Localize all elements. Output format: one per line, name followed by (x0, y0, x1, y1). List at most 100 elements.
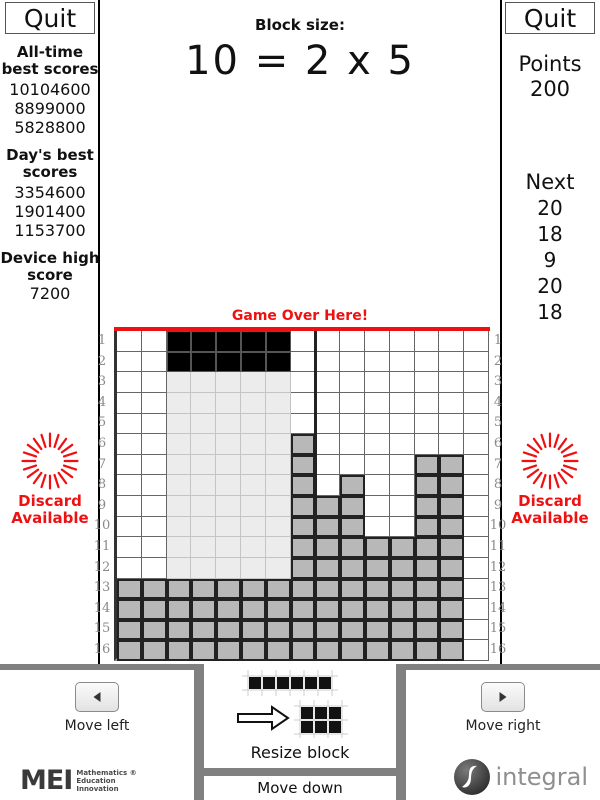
grid-cell-shadow (216, 392, 241, 414)
grid-cell-filled (166, 619, 192, 641)
move-left-label: Move left (64, 718, 130, 734)
resize-block-panel[interactable]: Resize block (204, 664, 396, 768)
integral-logo: integral (451, 756, 588, 798)
score-value: 10104600 (9, 80, 91, 99)
row-number: 6 (97, 435, 107, 451)
grid-cell-filled (414, 496, 440, 517)
discard-available-right[interactable]: Discard Available (500, 430, 600, 527)
grid-cell-active-block (265, 351, 291, 373)
grid-cell-filled (340, 516, 365, 538)
grid-cell-filled (265, 619, 291, 641)
next-block-value: 20 (537, 196, 563, 220)
row-number: 3 (97, 374, 107, 390)
quit-button-left[interactable]: Quit (5, 2, 95, 34)
move-left-button[interactable] (75, 682, 119, 712)
game-board-area: 1 2 3 4 5 6 7 8 9 10 11 12 13 14 15 16 1 2 3 4 5 6 7 8 9 10 11 12 1… (92, 331, 508, 661)
grid-cell-empty (340, 392, 365, 414)
grid-cell-empty (389, 331, 415, 352)
grid-cell-shadow (216, 557, 241, 579)
grid-cell-active-block (241, 351, 266, 373)
grid-cell-empty (365, 413, 390, 435)
mei-tagline: Mathematics ® Education Innovation (76, 769, 136, 793)
grid-cell-empty (464, 516, 489, 538)
grid-cell-shadow (216, 454, 241, 476)
grid-cell-filled (117, 578, 142, 600)
grid-cell-shadow (241, 557, 266, 579)
grid-cell-empty (141, 392, 167, 414)
grid-cell-empty (464, 640, 489, 661)
grid-cell-empty (389, 372, 415, 393)
move-right-label: Move right (465, 718, 541, 734)
grid-cell-filled (389, 537, 415, 558)
game-over-warning: Game Over Here! (231, 308, 369, 324)
grid-cell-empty (389, 351, 415, 373)
row-number: 1 (493, 333, 503, 348)
grid-cell-filled (290, 557, 316, 579)
grid-cell-filled (241, 599, 266, 620)
row-number: 10 (93, 518, 111, 534)
grid-cell-filled (216, 640, 241, 661)
grid-cell-empty (340, 351, 365, 373)
row-number: 11 (93, 538, 111, 554)
grid-cell-empty (315, 372, 341, 393)
grid-cell-empty (315, 331, 341, 352)
grid-cell-filled (389, 619, 415, 641)
grid-cell-empty (117, 434, 142, 455)
grid-cell-filled (290, 537, 316, 558)
move-down-button[interactable]: Move down (204, 776, 396, 800)
left-sidebar: Quit All-time best scores 10104600 88990… (0, 0, 100, 664)
discard-available-label: Discard Available (511, 492, 589, 527)
grid-cell-empty (117, 331, 142, 352)
grid-cell-filled (290, 599, 316, 620)
grid-cell-empty (340, 331, 365, 352)
grid-cell-shadow (241, 537, 266, 558)
next-label: Next (525, 170, 575, 194)
score-value: 1153700 (14, 221, 86, 240)
grid-cell-filled (340, 475, 365, 496)
row-number: 7 (493, 456, 503, 472)
row-number: 5 (97, 415, 107, 431)
device-high-score-label: Device high score (0, 249, 100, 284)
row-number: 13 (489, 580, 507, 596)
row-number: 15 (93, 621, 111, 637)
grid-cell-filled (290, 496, 316, 517)
next-block-value: 18 (537, 300, 563, 324)
integral-logo-icon (454, 759, 491, 795)
grid-cell-filled (365, 578, 390, 600)
discard-available-left[interactable]: Discard Available (0, 430, 100, 527)
quit-button-right[interactable]: Quit (505, 2, 595, 34)
next-blocks-list: 20 18 9 20 18 (500, 195, 600, 325)
grid-cell-shadow (241, 372, 266, 393)
block-size-panel: Block size: 10 = 2 x 5 (102, 0, 498, 300)
grid-cell-empty (439, 392, 465, 414)
grid-cell-filled (141, 578, 167, 600)
grid-cell-shadow (265, 475, 291, 496)
grid-cell-empty (464, 413, 489, 435)
grid-cell-filled (414, 640, 440, 661)
grid-cell-filled (439, 640, 465, 661)
grid-cell-filled (117, 599, 142, 620)
grid-cell-filled (166, 599, 192, 620)
grid-cell-filled (216, 599, 241, 620)
grid-cell-empty (340, 372, 365, 393)
grid-cell-empty (315, 351, 341, 373)
grid-cell-active-block (191, 351, 217, 373)
grid-cell-filled (414, 475, 440, 496)
grid-cell-filled (241, 640, 266, 661)
grid-cell-active-block (191, 331, 217, 352)
grid-cell-empty (340, 434, 365, 455)
grid-cell-empty (117, 392, 142, 414)
move-right-button[interactable] (481, 682, 525, 712)
grid-cell-filled (141, 640, 167, 661)
grid-cell-filled (365, 619, 390, 641)
grid-cell-filled (290, 434, 316, 455)
grid-cell-shadow (265, 372, 291, 393)
grid-cell-empty (365, 392, 390, 414)
grid-cell-shadow (241, 454, 266, 476)
game-grid[interactable] (114, 331, 489, 661)
row-number: 5 (493, 415, 503, 431)
grid-cell-filled (265, 640, 291, 661)
grid-cell-empty (389, 516, 415, 538)
grid-cell-filled (414, 557, 440, 579)
grid-cell-active-block (166, 331, 192, 352)
